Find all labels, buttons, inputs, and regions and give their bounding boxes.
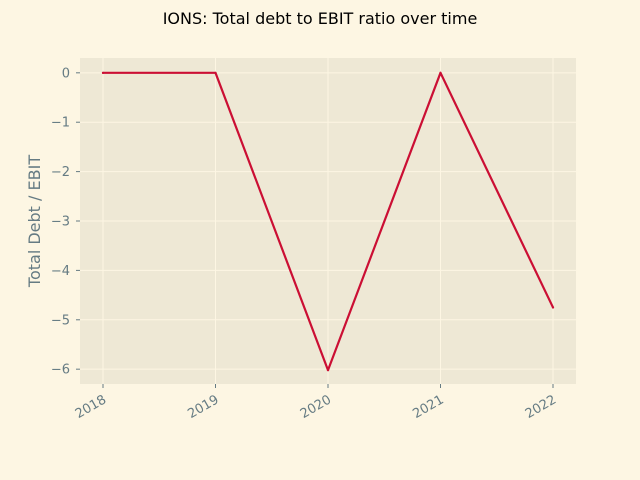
y-tick-label: −2	[51, 165, 70, 180]
data-point	[551, 306, 555, 309]
data-point	[101, 71, 105, 74]
y-axis: 0 −1 −2 −3 −4 −5 −6	[51, 66, 80, 378]
chart-title: IONS: Total debt to EBIT ratio over time	[163, 9, 478, 28]
y-tick-label: −3	[51, 215, 70, 230]
y-tick-label: 0	[62, 66, 70, 81]
y-tick-label: −4	[51, 264, 70, 279]
y-tick-label: −6	[51, 363, 70, 378]
y-tick-label: −5	[51, 313, 70, 328]
y-tick-label: −1	[51, 116, 70, 131]
data-point	[214, 71, 217, 74]
y-axis-label: Total Debt / EBIT	[25, 155, 44, 288]
series-layer	[101, 71, 555, 372]
data-point	[439, 71, 442, 74]
data-point	[326, 369, 330, 372]
